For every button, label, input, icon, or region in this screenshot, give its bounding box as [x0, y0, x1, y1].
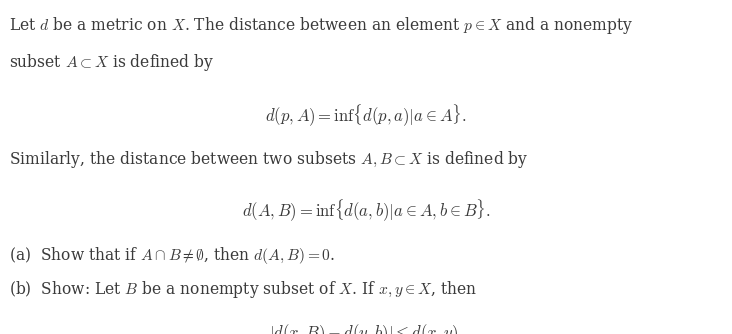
Text: subset $A \subset X$ is defined by: subset $A \subset X$ is defined by: [9, 52, 214, 73]
Text: (a)  Show that if $A \cap B \neq \emptyset$, then $d(A, B) = 0$.: (a) Show that if $A \cap B \neq \emptyse…: [9, 245, 335, 267]
Text: $d(p, A) = \mathrm{inf}\{d(p, a)|a \in A\}.$: $d(p, A) = \mathrm{inf}\{d(p, a)|a \in A…: [265, 102, 467, 128]
Text: Let $d$ be a metric on $X$. The distance between an element $p \in X$ and a none: Let $d$ be a metric on $X$. The distance…: [9, 15, 633, 36]
Text: $|d(x, B) - d(y, b)| \leq d(x, y).$: $|d(x, B) - d(y, b)| \leq d(x, y).$: [269, 322, 463, 334]
Text: $d(A, B) = \mathrm{inf}\{d(a, b)|a \in A, b \in B\}.$: $d(A, B) = \mathrm{inf}\{d(a, b)|a \in A…: [242, 197, 490, 223]
Text: (b)  Show: Let $B$ be a nonempty subset of $X$. If $x, y \in X$, then: (b) Show: Let $B$ be a nonempty subset o…: [9, 279, 477, 300]
Text: Similarly, the distance between two subsets $A, B \subset X$ is defined by: Similarly, the distance between two subs…: [9, 149, 529, 170]
